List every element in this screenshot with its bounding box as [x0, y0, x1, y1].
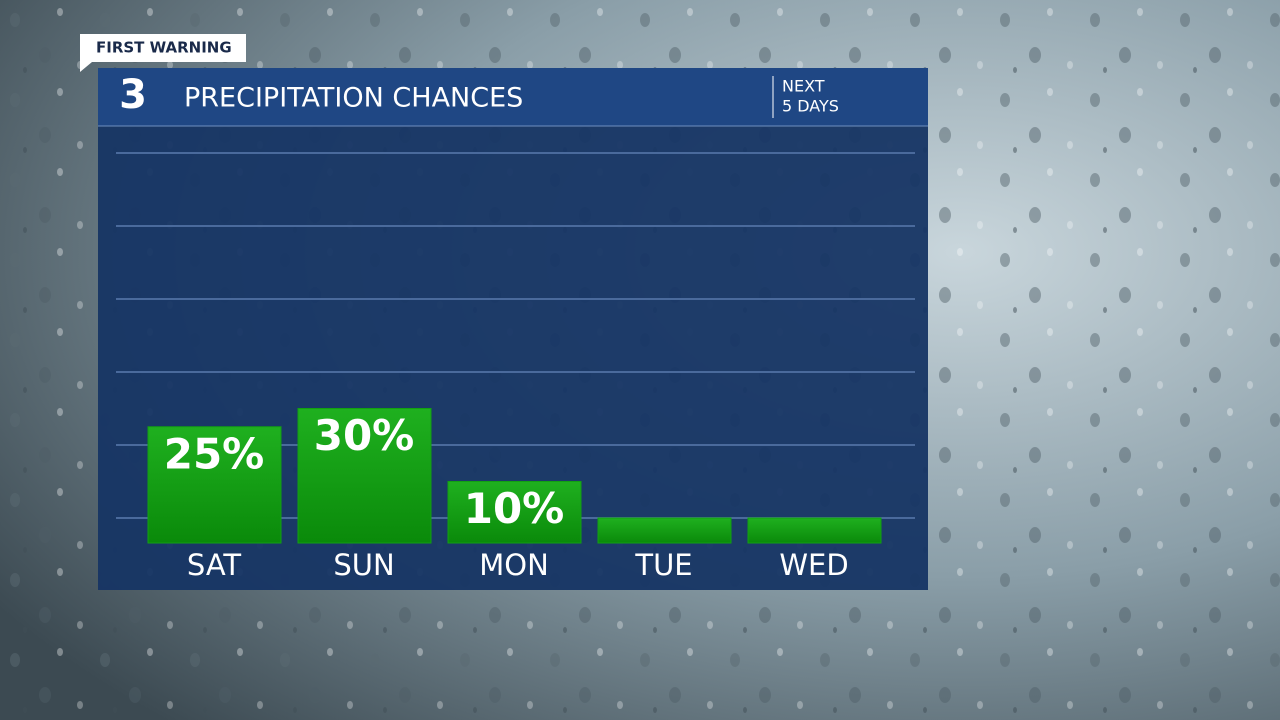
bar	[297, 408, 432, 544]
value-label: 30%	[314, 411, 415, 460]
logo: 3	[119, 72, 147, 118]
value-label: 10%	[464, 484, 565, 533]
chart-title: PRECIPITATION CHANCES	[184, 83, 523, 114]
x-tick-label: SUN	[333, 548, 394, 582]
bar	[147, 426, 282, 544]
badge: FIRST WARNING	[96, 39, 232, 57]
bar	[597, 517, 732, 544]
x-tick-label: TUE	[634, 548, 692, 582]
badge-box	[80, 34, 246, 62]
header-band	[98, 68, 928, 126]
value-label: 25%	[164, 429, 265, 478]
badge-tail	[80, 62, 92, 72]
bar	[447, 481, 582, 544]
x-tick-label: MON	[479, 548, 549, 582]
x-tick-label: SAT	[187, 548, 242, 582]
subtitle: NEXT	[782, 77, 825, 96]
subtitle: 5 DAYS	[782, 97, 839, 116]
bar	[747, 517, 882, 544]
x-tick-label: WED	[779, 548, 848, 582]
